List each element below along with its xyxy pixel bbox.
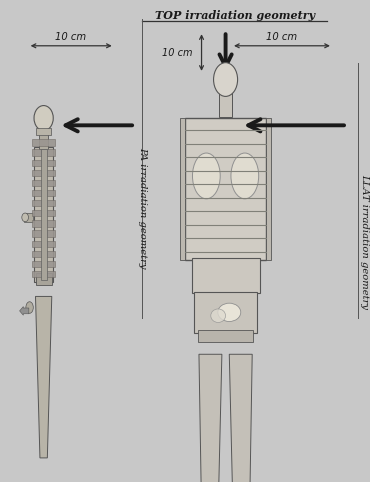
FancyArrow shape bbox=[20, 307, 29, 315]
Bar bbox=[32, 190, 56, 196]
Ellipse shape bbox=[211, 309, 226, 322]
Ellipse shape bbox=[231, 153, 259, 199]
Bar bbox=[32, 251, 56, 257]
Bar bbox=[32, 149, 56, 156]
Bar bbox=[266, 118, 271, 260]
Bar bbox=[41, 149, 47, 280]
Ellipse shape bbox=[26, 302, 33, 313]
Bar bbox=[181, 118, 185, 260]
Bar bbox=[32, 170, 56, 176]
Bar bbox=[198, 330, 253, 342]
Ellipse shape bbox=[218, 303, 241, 321]
Text: 10 cm: 10 cm bbox=[266, 32, 297, 42]
Bar bbox=[34, 147, 53, 282]
Bar bbox=[24, 213, 33, 222]
Text: LLAT irradiation geometry: LLAT irradiation geometry bbox=[360, 174, 369, 308]
Text: 10 cm: 10 cm bbox=[162, 48, 192, 58]
Bar bbox=[32, 241, 56, 247]
Polygon shape bbox=[199, 354, 222, 482]
Bar bbox=[192, 258, 260, 293]
Bar bbox=[32, 180, 56, 186]
Text: TOP irradiation geometry: TOP irradiation geometry bbox=[155, 11, 315, 21]
Bar bbox=[194, 292, 257, 333]
Ellipse shape bbox=[22, 213, 28, 222]
Bar bbox=[32, 261, 56, 267]
Polygon shape bbox=[229, 354, 252, 482]
Bar bbox=[32, 271, 56, 277]
Bar bbox=[36, 128, 51, 135]
Bar bbox=[32, 139, 56, 146]
Bar bbox=[185, 118, 266, 260]
Bar bbox=[36, 273, 52, 285]
Ellipse shape bbox=[34, 106, 53, 131]
Bar bbox=[32, 200, 56, 206]
Ellipse shape bbox=[192, 153, 220, 199]
Text: PA irradiation geometry: PA irradiation geometry bbox=[138, 147, 147, 268]
Text: 10 cm: 10 cm bbox=[56, 32, 87, 42]
Bar bbox=[32, 220, 56, 227]
Ellipse shape bbox=[213, 63, 238, 96]
Bar bbox=[32, 210, 56, 216]
Polygon shape bbox=[36, 296, 52, 458]
Bar bbox=[219, 88, 232, 117]
Bar bbox=[32, 230, 56, 237]
Bar bbox=[32, 160, 56, 166]
Bar bbox=[39, 134, 48, 149]
